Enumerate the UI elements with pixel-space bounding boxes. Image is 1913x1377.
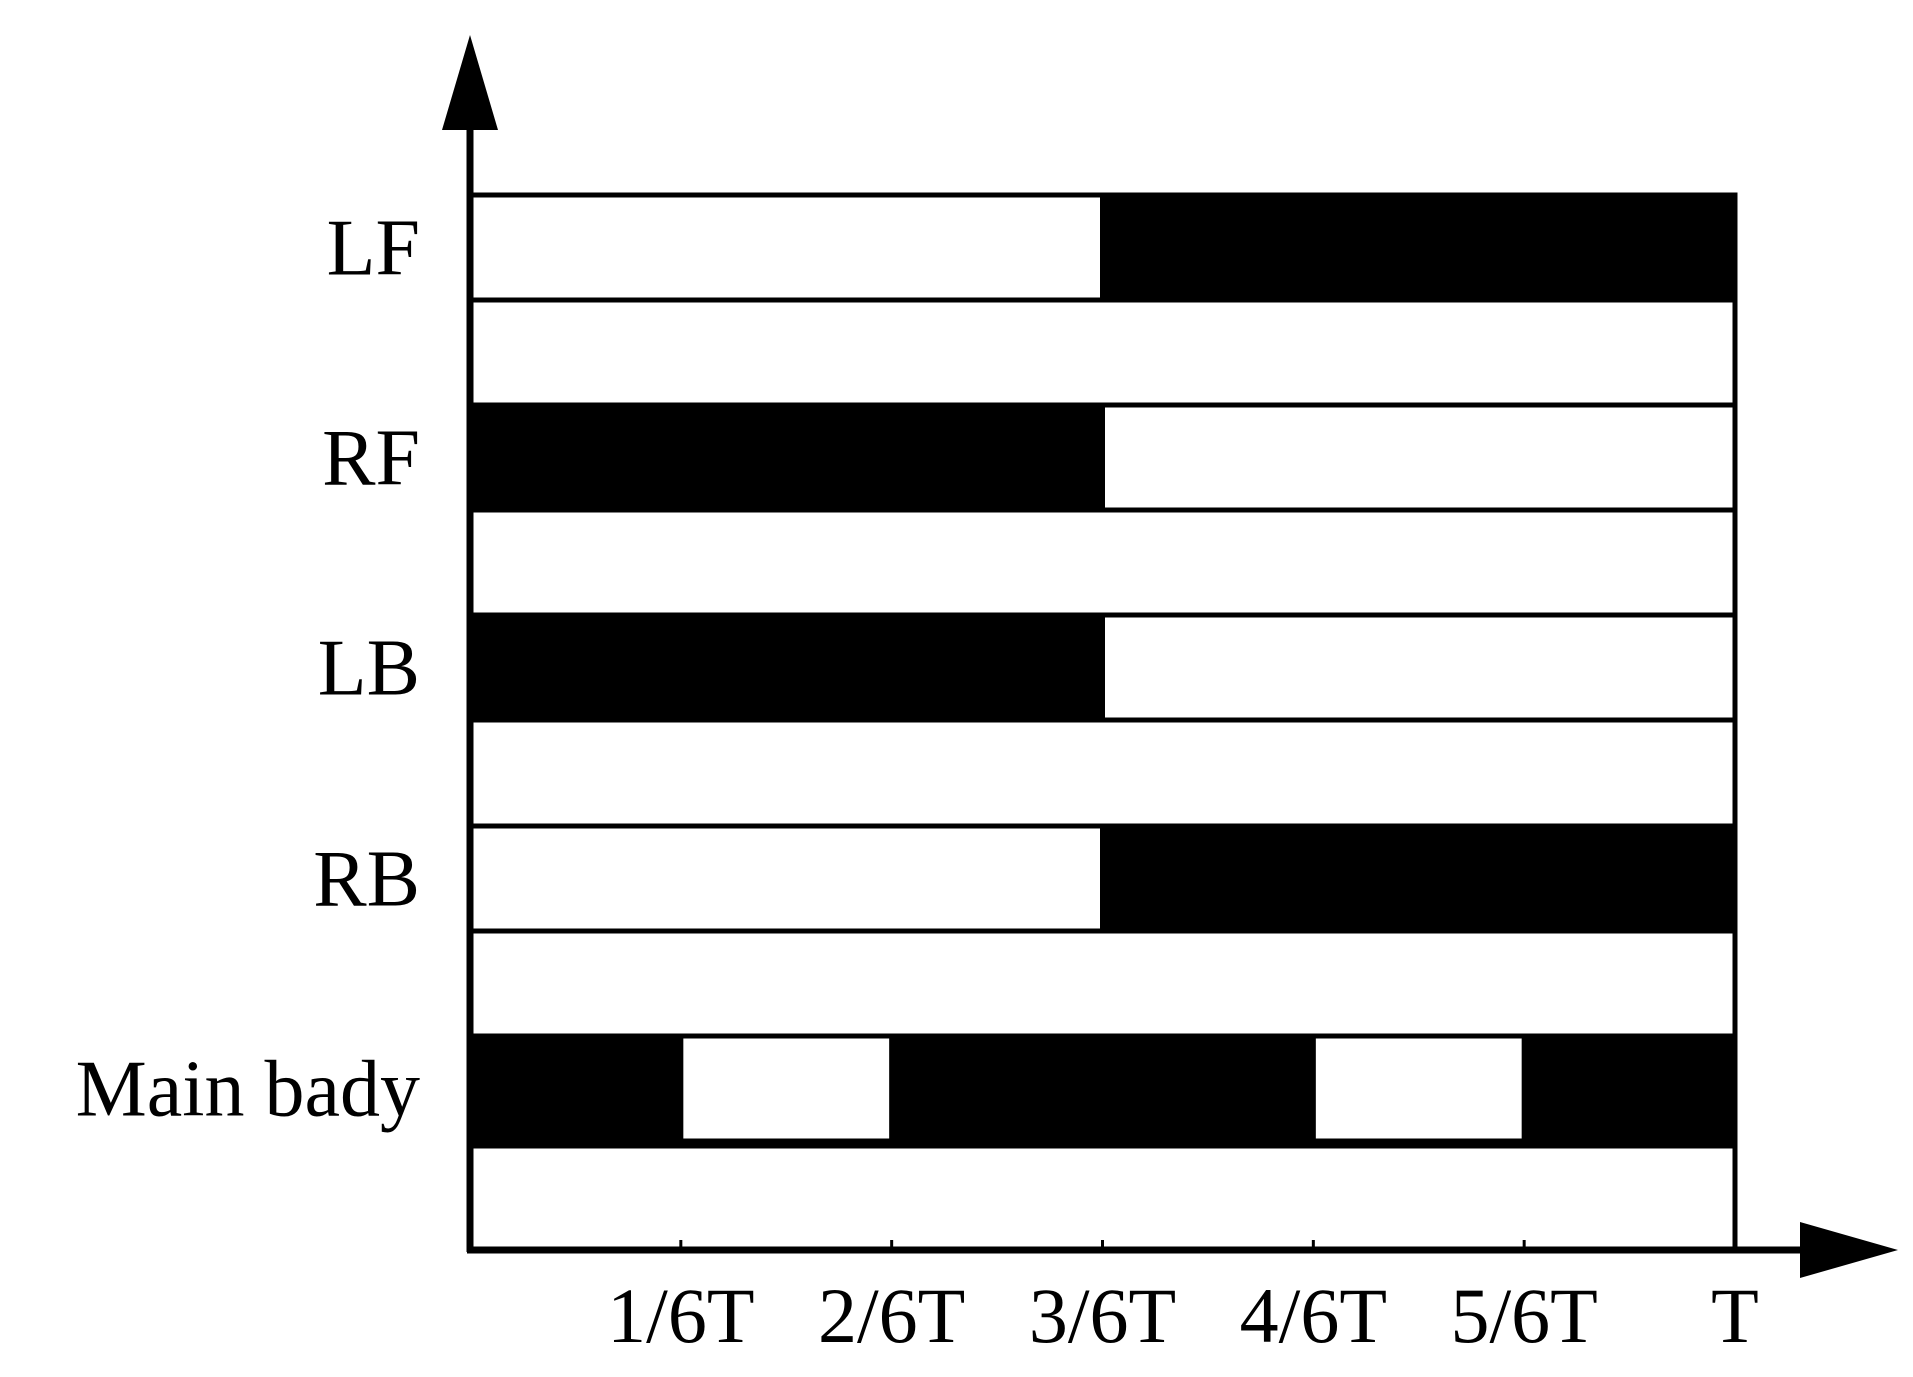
x-tick-label-4: 4/6T [1240,1272,1387,1359]
x-tick-label-5: 5/6T [1451,1272,1598,1359]
diagram-frame [442,35,1898,1278]
y-axis-arrow [442,35,498,130]
row-label-main-bady: Main bady [76,1046,420,1134]
stance-bar-main-bady-1 [467,1033,684,1144]
row-labels: LF RF LB RB Main bady [76,205,420,1134]
x-tick-label-6: T [1711,1272,1759,1359]
row-label-rf: RF [322,415,420,503]
stance-bar-main-bady-3 [1521,1033,1738,1144]
row-gap-main-bady [467,1138,1738,1149]
stance-bar-rb-1 [1100,823,1738,934]
x-tick-labels: 1/6T 2/6T 3/6T 4/6T 5/6T T [607,1272,1759,1359]
row-label-rb: RB [313,836,420,924]
row-gap-rf [467,507,1738,618]
x-axis-arrow [1800,1222,1898,1278]
phase-bars [467,192,1738,1149]
row-label-lf: LF [327,205,420,293]
stance-bar-lb-1 [467,612,1105,723]
row-gap-rb [467,928,1738,1039]
row-gap-lb [467,717,1738,829]
row-gap-lf [467,297,1738,408]
x-tick-label-2: 2/6T [818,1272,965,1359]
stance-bar-lf-1 [1100,192,1738,303]
stance-bar-main-bady-2 [889,1033,1316,1144]
stance-bar-rf-1 [467,402,1105,513]
x-tick-label-3: 3/6T [1029,1272,1176,1359]
x-tick-label-1: 1/6T [607,1272,754,1359]
row-label-lb: LB [318,625,420,713]
